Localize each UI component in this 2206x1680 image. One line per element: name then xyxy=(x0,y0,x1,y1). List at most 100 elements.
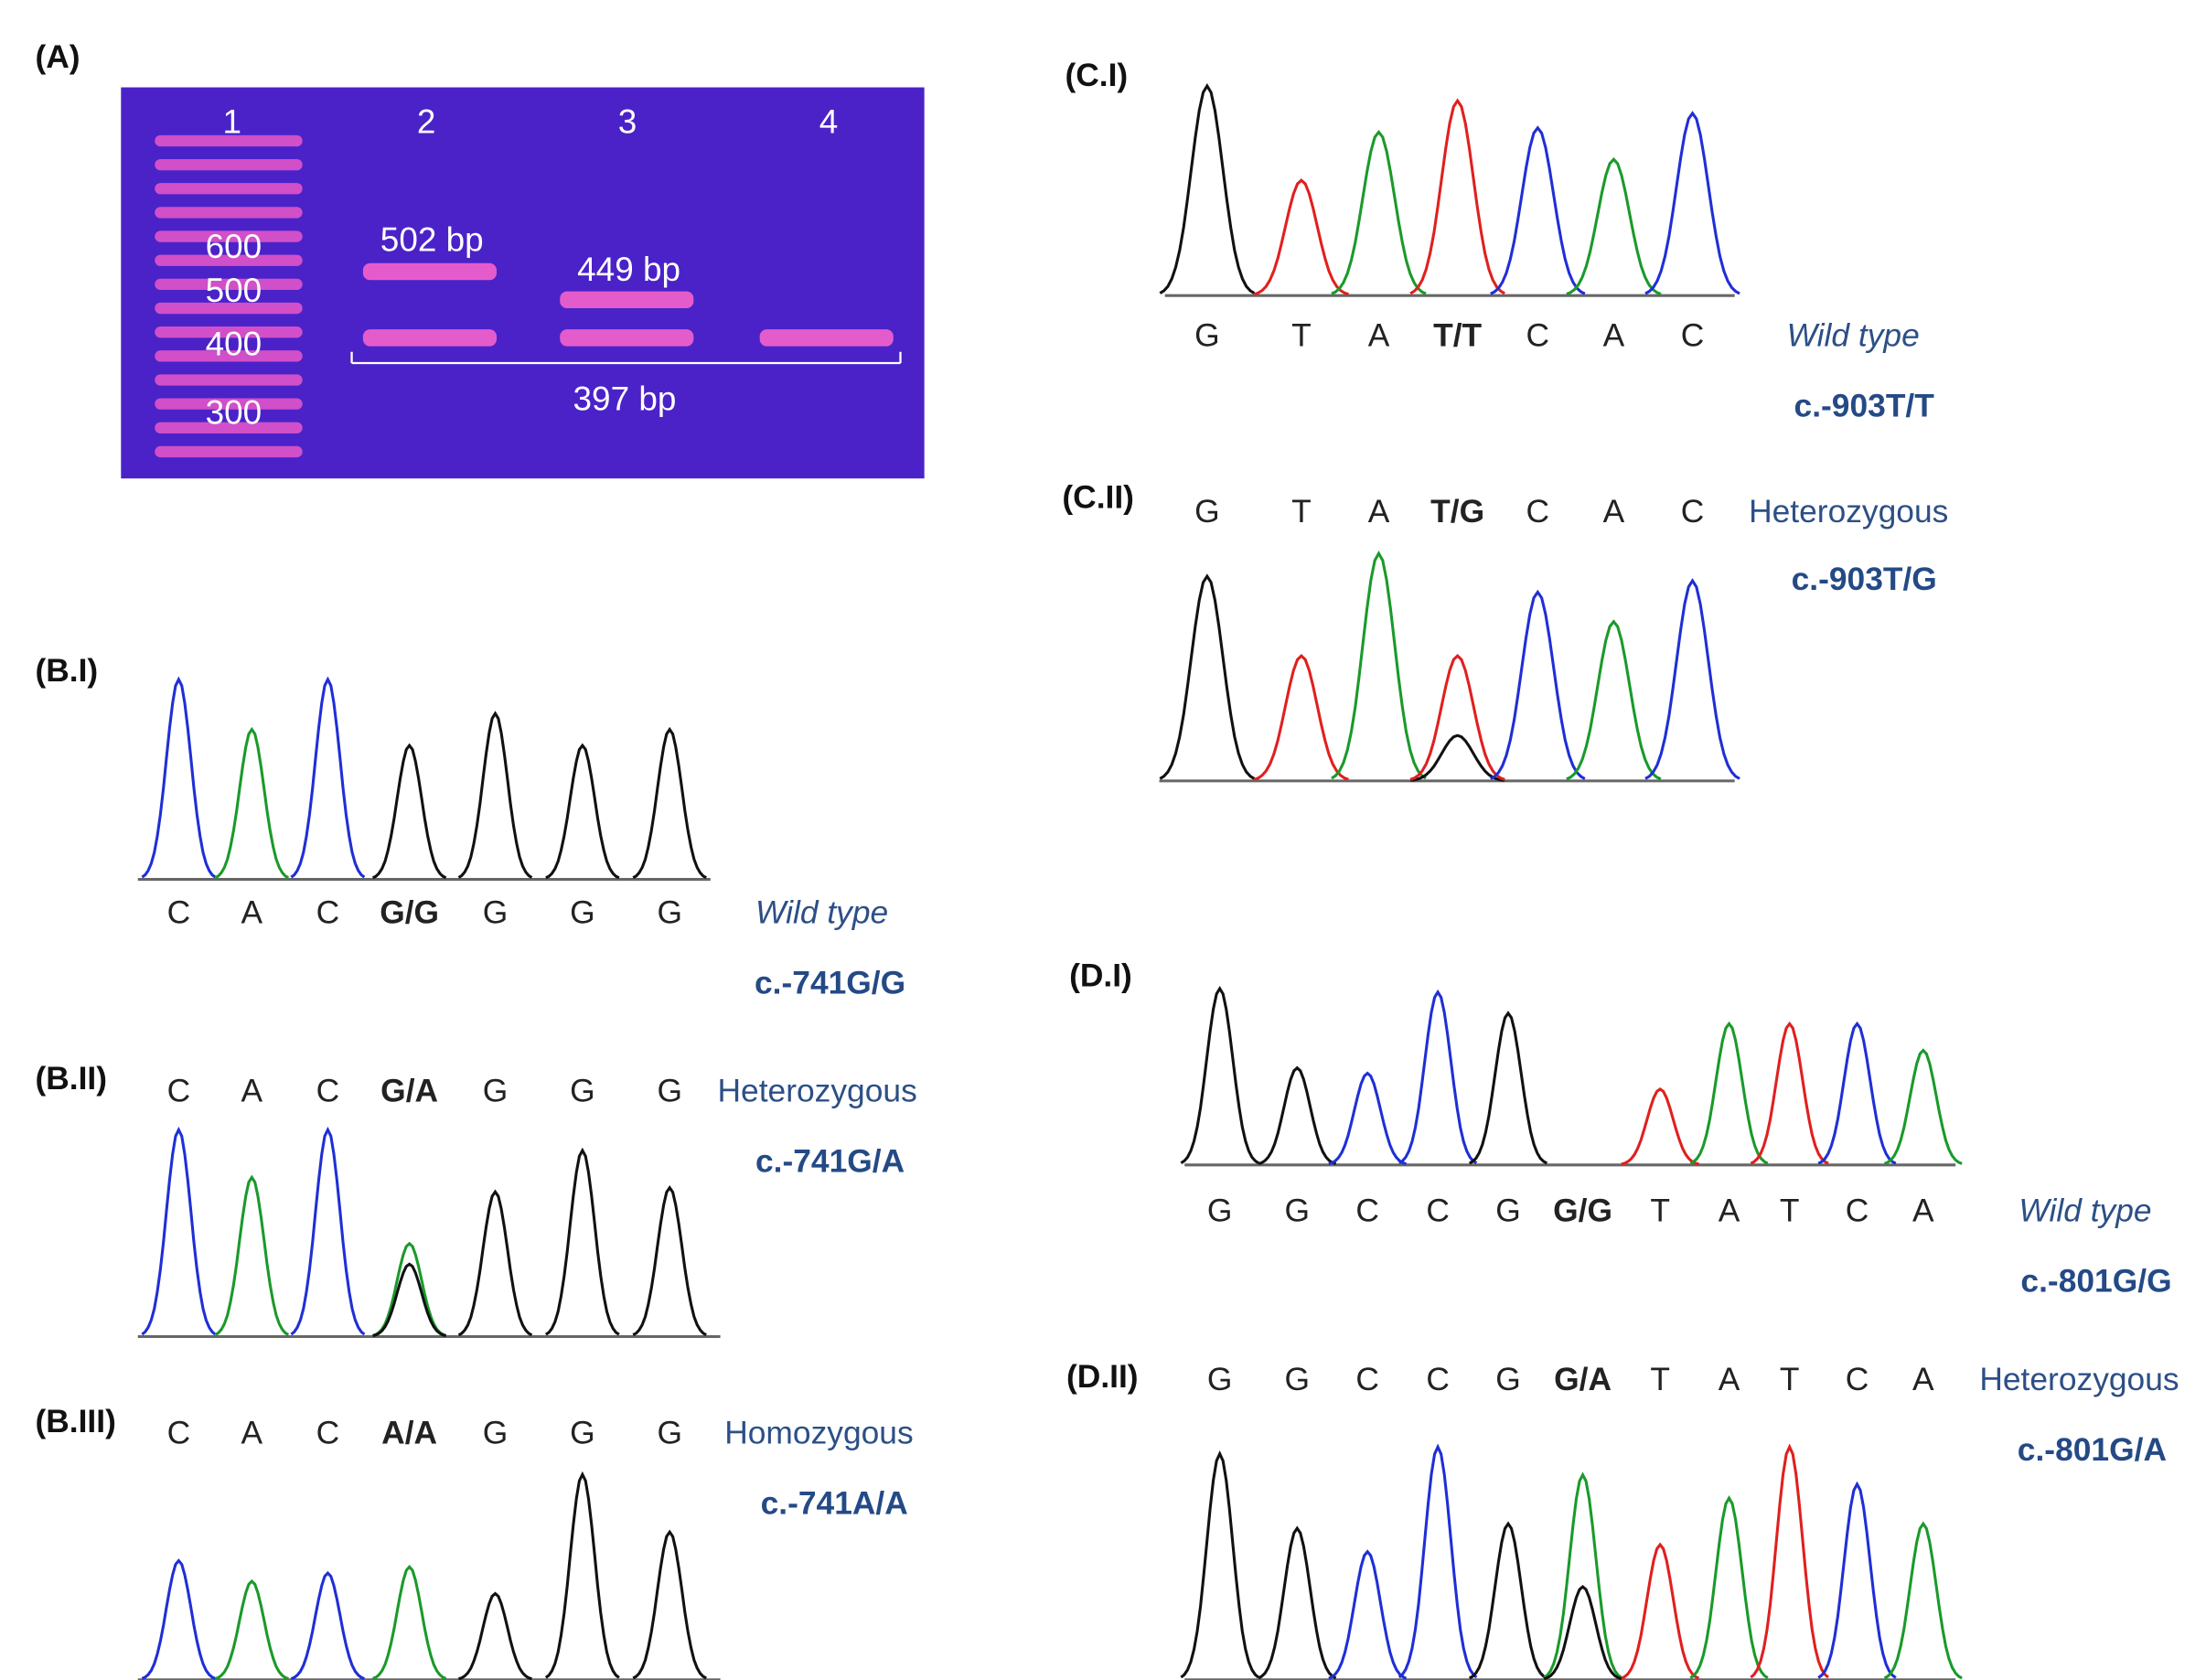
base-call: C xyxy=(1681,494,1705,530)
trace-peak xyxy=(546,1474,619,1677)
trace-peak xyxy=(1751,1447,1828,1677)
trace-peak xyxy=(1258,1068,1336,1164)
panel-label: (C.II) xyxy=(1062,480,1134,516)
band-label: 449 bp xyxy=(577,251,680,288)
base-call: A xyxy=(1368,318,1390,354)
genotype: Heterozygous xyxy=(718,1074,917,1109)
trace-peak xyxy=(1160,576,1254,778)
trace-peak xyxy=(215,1581,288,1679)
base-call: G xyxy=(1495,1362,1521,1397)
trace-peak xyxy=(142,1129,215,1334)
panel-label: (B.I) xyxy=(35,653,98,689)
trace-peak xyxy=(1491,128,1585,294)
panel-label: (C.I) xyxy=(1065,58,1128,93)
ladder-label: 300 xyxy=(206,394,262,432)
trace-peak xyxy=(1818,1023,1896,1163)
lane-label: 4 xyxy=(819,102,839,140)
base-call: A/A xyxy=(381,1416,437,1451)
base-call: A xyxy=(1912,1193,1934,1228)
trace-peak xyxy=(1470,1013,1547,1163)
variant: c.-741G/G xyxy=(755,965,905,1001)
trace-peak xyxy=(291,679,364,877)
base-call: T xyxy=(1291,318,1312,354)
base-call: C xyxy=(1846,1193,1869,1228)
base-call: G xyxy=(483,1416,509,1451)
base-call: T xyxy=(1650,1193,1670,1228)
base-call: G xyxy=(657,894,682,930)
genotype: Wild type xyxy=(2019,1193,2151,1228)
base-call: G xyxy=(483,1074,509,1109)
trace-peak xyxy=(1567,159,1661,294)
genotype: Heterozygous xyxy=(1749,494,1948,530)
base-call: T/G xyxy=(1430,494,1484,530)
trace-peak xyxy=(1751,1023,1828,1163)
ladder-band xyxy=(155,159,303,170)
base-call: G xyxy=(1194,494,1220,530)
base-call: C xyxy=(167,1074,191,1109)
genotype: Wild type xyxy=(755,894,888,930)
base-call: C xyxy=(1526,318,1550,354)
genotype: Heterozygous xyxy=(1979,1362,2179,1397)
base-call: G xyxy=(570,894,595,930)
base-call: G xyxy=(657,1074,682,1109)
trace-peak xyxy=(1258,1528,1336,1678)
trace-peak xyxy=(633,730,706,878)
trace-peak xyxy=(633,1532,706,1678)
trace-peak xyxy=(1332,132,1426,294)
base-call: G/G xyxy=(380,894,439,930)
base-call: C xyxy=(316,1416,340,1451)
trace-peak xyxy=(546,745,619,878)
base-call: C xyxy=(1846,1362,1869,1397)
base-call: G xyxy=(1207,1193,1233,1228)
base-call: A xyxy=(1912,1362,1934,1397)
trace-peak xyxy=(1181,1454,1258,1677)
base-call: A xyxy=(241,1074,263,1109)
base-call: G xyxy=(1495,1193,1521,1228)
base-call: A xyxy=(1368,494,1390,530)
base-call: C xyxy=(1355,1193,1379,1228)
variant: c.-903T/T xyxy=(1794,389,1935,424)
base-call: T/T xyxy=(1433,318,1482,354)
gel-band xyxy=(560,329,693,346)
base-call: T xyxy=(1780,1362,1800,1397)
trace-peak xyxy=(1645,581,1740,778)
gel-band xyxy=(363,329,497,346)
trace-peak xyxy=(1410,735,1505,780)
trace-peak xyxy=(291,1129,364,1334)
ladder-label: 400 xyxy=(206,325,262,362)
base-call: T xyxy=(1780,1193,1800,1228)
trace-peak xyxy=(215,1177,288,1334)
trace-peak xyxy=(291,1573,364,1679)
figure: (A) 1234600500400300502 bp449 bp397 bp(B… xyxy=(0,0,2206,1680)
variant: c.-741G/A xyxy=(755,1144,905,1180)
trace-peak xyxy=(1329,1552,1407,1679)
lane-label: 2 xyxy=(417,102,436,140)
trace-peak xyxy=(1645,113,1740,294)
base-call: C xyxy=(1426,1193,1450,1228)
trace-peak xyxy=(1491,592,1585,778)
band-label: 397 bp xyxy=(573,380,677,417)
trace-peak xyxy=(1410,656,1505,779)
base-call: T xyxy=(1291,494,1312,530)
base-call: C xyxy=(167,1416,191,1451)
trace-peak xyxy=(458,713,531,877)
base-call: G/A xyxy=(380,1074,438,1109)
base-call: C xyxy=(167,894,191,930)
trace-peak xyxy=(1470,1524,1547,1678)
trace-peak xyxy=(1332,553,1426,778)
trace-peak xyxy=(1254,180,1348,294)
base-call: G xyxy=(657,1416,682,1451)
base-call: G xyxy=(1285,1362,1311,1397)
base-call: A xyxy=(1603,494,1625,530)
ladder-label: 600 xyxy=(206,228,262,265)
trace-peak xyxy=(1818,1484,1896,1678)
trace-peak xyxy=(1622,1089,1699,1164)
ladder-label: 500 xyxy=(206,272,262,309)
trace-peak xyxy=(215,730,288,878)
panel-label: (D.I) xyxy=(1069,958,1132,994)
trace-peak xyxy=(1567,622,1661,779)
base-call: G xyxy=(570,1416,595,1451)
base-call: G xyxy=(1194,318,1220,354)
trace-peak xyxy=(1690,1023,1768,1163)
trace-peak xyxy=(1254,656,1348,779)
